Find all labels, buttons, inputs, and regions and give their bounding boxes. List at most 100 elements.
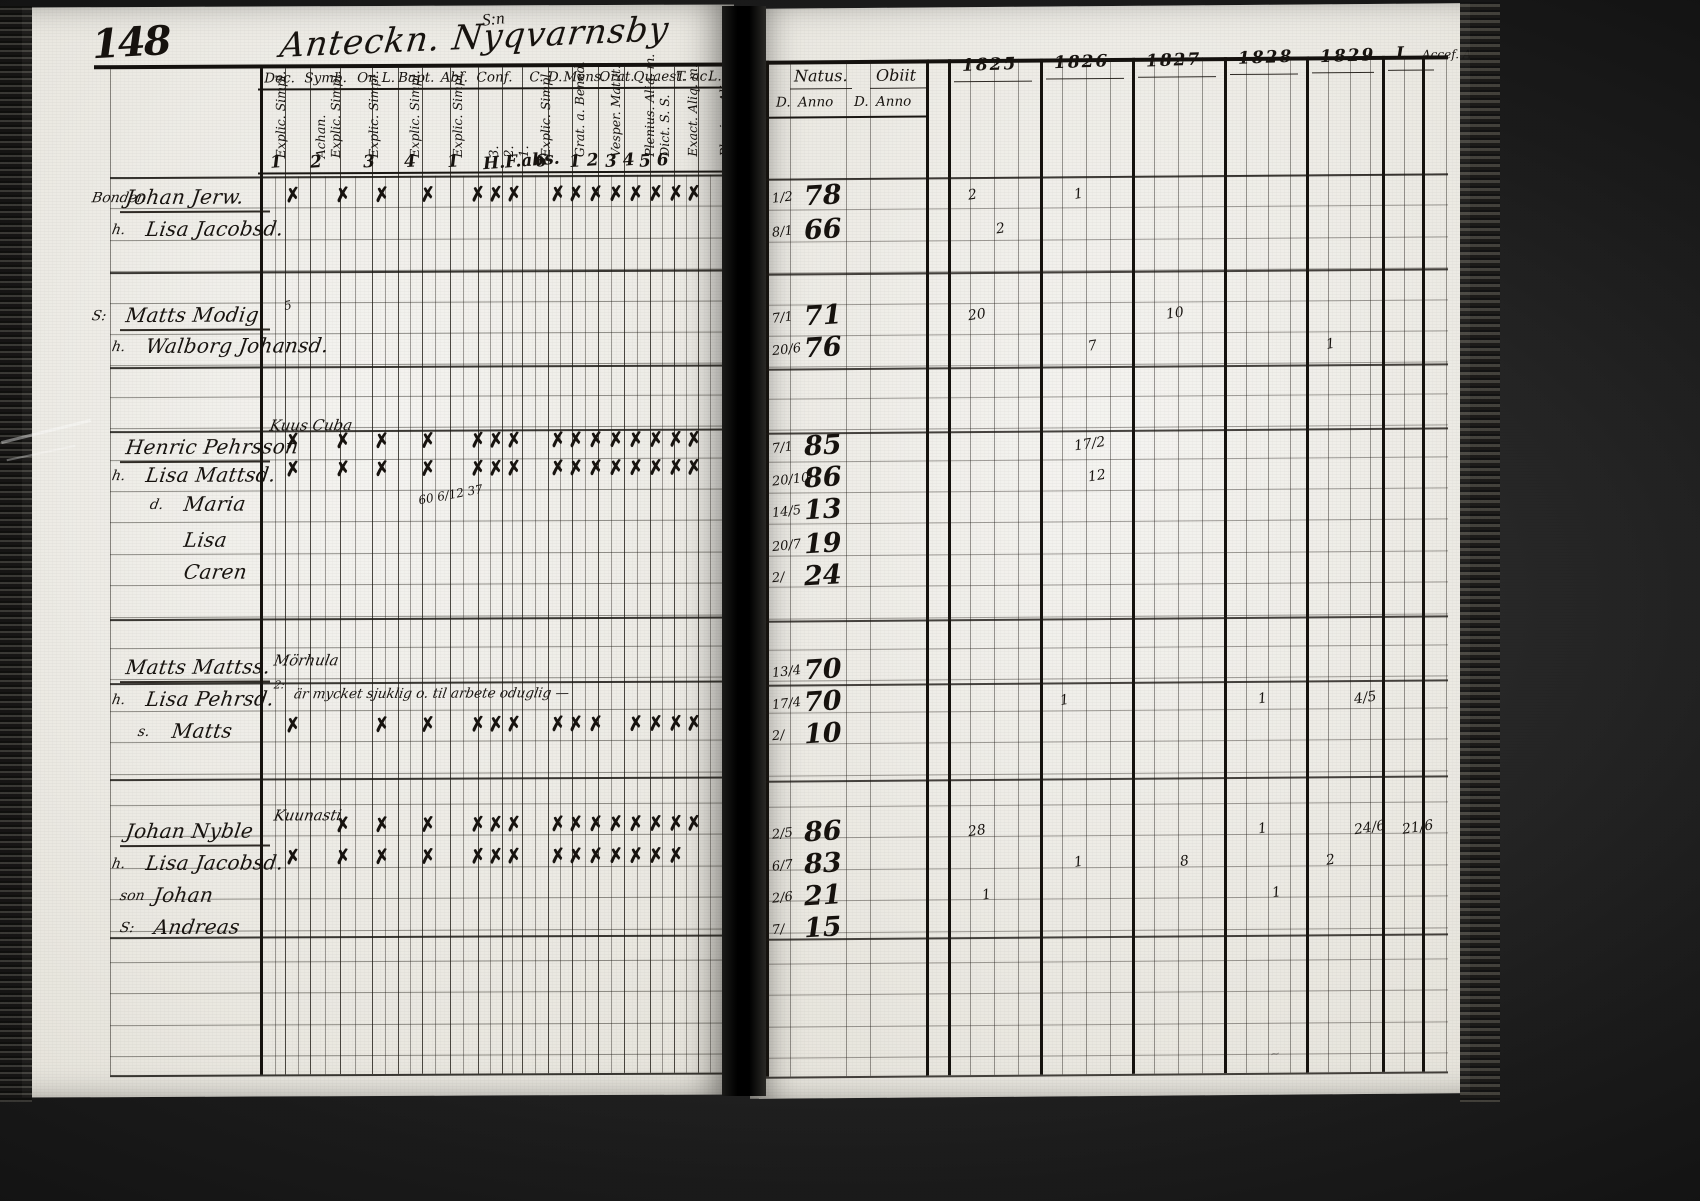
grid-vline-12 [572, 67, 573, 1074]
tick-mark: ✗ [586, 712, 606, 737]
name-underline-0 [120, 210, 270, 213]
tick-mark: ✗ [684, 711, 704, 736]
natus-sub-d: D. [776, 94, 791, 111]
tick-mark: ✗ [566, 182, 586, 207]
birth-year-5: 86 [803, 461, 843, 495]
tick-mark: ✗ [486, 812, 506, 837]
tick-mark: ✗ [548, 812, 568, 837]
grid-subline-9 [512, 175, 513, 1074]
tick-mark: ✗ [646, 843, 666, 868]
attendance-mark-3: 20 [966, 305, 987, 325]
right-grid-vline-13 [1132, 57, 1135, 1074]
name-prefix-6: d. [148, 496, 165, 514]
grid-vline-4 [372, 68, 373, 1075]
birth-year-6: 13 [803, 493, 843, 527]
right-grid-vline-6 [970, 59, 971, 1076]
grid-vline-17 [698, 66, 699, 1073]
right-grid-hline-12 [766, 550, 1448, 557]
person-name-13: Lisa Jacobsd. [144, 850, 286, 876]
right-grid-hline-26 [766, 989, 1448, 997]
birth-year-15: 15 [803, 911, 843, 945]
person-name-4: Henric Pehrsson [124, 434, 301, 460]
page-smudge: ~ [1269, 1046, 1281, 1062]
grid-subline-12 [585, 175, 586, 1074]
tick-mark: ✗ [486, 428, 506, 453]
column-number-1: 1 [269, 152, 283, 173]
year-underline-1829 [1312, 71, 1374, 74]
birth-day-6: 14/5 [771, 502, 802, 522]
person-name-0: Johan Jerw. [124, 184, 246, 210]
tick-mark: ✗ [666, 181, 686, 206]
year-underline-1826 [1046, 78, 1124, 80]
right-grid-vline-10 [1062, 58, 1063, 1075]
tick-mark: ✗ [606, 455, 626, 480]
tick-mark: ✗ [666, 455, 686, 480]
column-header-6: Conf. [476, 69, 513, 86]
right-grid-hline-1 [766, 204, 1448, 212]
tick-mark: ✗ [418, 712, 438, 737]
open-book: 148 Anteckn. Nyqvarnsby S:n Dec. Explic. … [0, 2, 1500, 1102]
tick-mark: ✗ [504, 844, 524, 869]
column-number-10: 5 6 [638, 149, 670, 172]
tick-mark: ✗ [468, 182, 488, 207]
tick-mark: ✗ [548, 712, 568, 737]
grid-subline-14 [637, 174, 638, 1073]
birth-year-3: 76 [803, 331, 843, 365]
right-grid-vline-20 [1290, 56, 1291, 1073]
margin-note-prefix: 2: [272, 678, 286, 692]
attendance-mark-20: 1 [1270, 884, 1282, 902]
year-underline-I [1388, 69, 1434, 71]
tick-mark: ✗ [283, 429, 303, 454]
grid-vline-14 [624, 66, 625, 1073]
right-grid-vline-9 [1040, 58, 1043, 1075]
household-separator-8 [110, 1072, 734, 1078]
grid-subline-1 [298, 176, 299, 1075]
tick-mark: ✗ [566, 844, 586, 869]
grid-vline-6 [422, 67, 423, 1074]
right-grid-vline-15 [1178, 57, 1179, 1074]
tick-mark: ✗ [626, 811, 646, 836]
right-grid-hline-10 [766, 487, 1448, 494]
person-name-1: Lisa Jacobsd. [144, 216, 286, 242]
person-name-12: Johan Nyble [124, 818, 255, 844]
attendance-mark-0: 2 [966, 186, 978, 204]
person-name-2: Matts Modig [124, 302, 261, 328]
right-grid-hline-24 [766, 926, 1448, 934]
year-underline-1827 [1138, 75, 1216, 78]
book-gutter [722, 6, 766, 1096]
tick-mark: ✗ [504, 812, 524, 837]
person-name-6: Maria [182, 491, 248, 516]
tick-mark: ✗ [504, 182, 524, 207]
grid-vline-13 [598, 67, 599, 1074]
tick-mark: ✗ [586, 812, 606, 837]
birth-day-15: 7/ [771, 921, 786, 939]
tick-mark: ✗ [283, 845, 303, 870]
left-fore-edge [0, 6, 32, 1102]
right-grid-vline-1 [790, 60, 791, 1077]
tick-mark: ✗ [566, 812, 586, 837]
birth-day-9: 13/4 [771, 662, 802, 682]
right-grid-vline-23 [1350, 56, 1351, 1073]
right-grid-vline-19 [1268, 56, 1269, 1073]
attendance-mark-17: 8 [1178, 852, 1190, 870]
obiit-sub-anno: Anno [876, 93, 912, 110]
grid-vline-15 [650, 66, 651, 1073]
tick-mark: ✗ [418, 182, 438, 207]
tick-mark: ✗ [372, 712, 392, 738]
left-page: 148 Anteckn. Nyqvarnsby S:n Dec. Explic. … [22, 4, 734, 1098]
person-name-10: Lisa Pehrsd. [144, 686, 276, 712]
grid-vline-16 [674, 66, 675, 1073]
margin-note: är mycket sjuklig o. til arbete oduglig … [292, 685, 571, 703]
attendance-mark-8: 12 [1086, 466, 1107, 486]
birth-year-10: 70 [803, 685, 843, 719]
tick-mark: ✗ [504, 712, 524, 737]
natus-header: Natus. [794, 66, 848, 86]
tick-mark: ✗ [333, 813, 353, 838]
right-grid-hline-9 [766, 455, 1448, 463]
tick-mark: ✗ [468, 812, 488, 837]
birth-day-10: 17/4 [771, 694, 802, 714]
right-grid-vline-28 [1446, 55, 1447, 1072]
grid-vline-8 [478, 67, 479, 1074]
right-grid-hline-27 [766, 1021, 1448, 1028]
natus-sub-anno: Anno [798, 94, 834, 111]
